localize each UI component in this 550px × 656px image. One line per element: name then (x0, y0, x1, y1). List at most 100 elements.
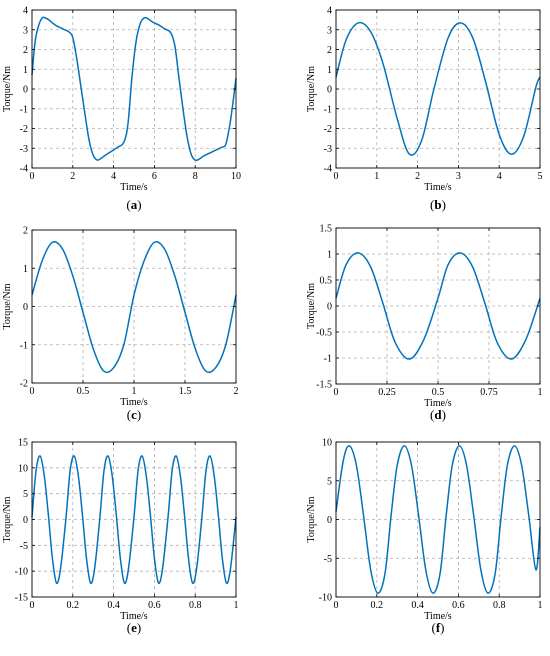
x-tick-label: 1 (374, 171, 379, 182)
x-tick-label: 0 (30, 386, 35, 397)
x-tick-label: 0.8 (493, 600, 506, 611)
x-tick-label: 0.25 (378, 387, 396, 398)
y-tick-label: 10 (322, 438, 332, 449)
x-tick-label: 5 (538, 171, 543, 182)
panel-caption: (e) (127, 620, 141, 635)
x-tick-label: 0.8 (189, 600, 202, 611)
y-tick-label: 5 (23, 489, 28, 500)
y-tick-label: 4 (23, 6, 28, 17)
x-tick-label: 0 (30, 600, 35, 611)
panel-caption: (f) (431, 620, 444, 635)
x-tick-label: 0.6 (148, 600, 161, 611)
x-tick-label: 0.6 (452, 600, 465, 611)
x-tick-label: 1 (234, 600, 239, 611)
panel-caption: (c) (127, 407, 141, 422)
y-tick-label: -3 (324, 144, 332, 155)
y-tick-label: 1 (23, 65, 28, 76)
x-tick-label: 0 (334, 600, 339, 611)
x-tick-label: 0 (30, 171, 35, 182)
y-tick-label: -2 (20, 124, 28, 135)
chart-panel-e: 0 0.2 0.4 0.6 0.8 1 -15 -10 -5 0 5 10 15 Time/s Torque… (2, 438, 239, 636)
x-tick-label: 1 (538, 600, 543, 611)
x-axis-label: Time/s (424, 611, 452, 622)
x-tick-label: 8 (193, 171, 198, 182)
series-line-d-0 (335, 252, 541, 360)
y-tick-label: -0.5 (316, 328, 332, 339)
x-axis-label: Time/s (120, 611, 148, 622)
y-tick-label: 2 (327, 45, 332, 56)
x-tick-label: 0 (334, 387, 339, 398)
x-tick-label: 10 (231, 171, 241, 182)
y-tick-label: -4 (324, 164, 332, 175)
panel-caption: (b) (430, 197, 446, 212)
x-tick-label: 2 (70, 171, 75, 182)
y-tick-label: -1 (324, 104, 332, 115)
y-tick-label: -4 (20, 164, 28, 175)
x-tick-label: 1 (538, 387, 543, 398)
y-tick-label: 2 (23, 226, 28, 237)
y-axis-label: Torque/Nm (2, 496, 13, 542)
chart-panel-a: 0 2 4 6 8 10 -4 -3 -2 -1 0 1 2 3 4 Time/s Torque/Nm (a) (2, 6, 241, 213)
chart-panel-d: 0 0.25 0.5 0.75 1 -1.5 -1 -0.5 0 0.5 1 1.5 Time/s Tor… (306, 224, 543, 423)
y-tick-label: 15 (18, 438, 28, 449)
y-tick-label: -1 (20, 340, 28, 351)
y-tick-label: -1 (324, 354, 332, 365)
chart-panel-c: 0 0.5 1 1.5 2 -2 -1 0 1 2 Time/s Torque/Nm (c) (2, 226, 239, 423)
y-axis-label: Torque/Nm (2, 283, 13, 329)
y-tick-label: -2 (20, 379, 28, 390)
y-tick-label: 3 (23, 25, 28, 36)
y-tick-label: 0.5 (320, 276, 333, 287)
chart-panel-f: 0 0.2 0.4 0.6 0.8 1 -10 -5 0 5 10 Time/s Torque/Nm (f… (306, 438, 543, 636)
y-tick-label: -1.5 (316, 380, 332, 391)
x-tick-label: 0.5 (432, 387, 445, 398)
y-tick-label: 1 (327, 65, 332, 76)
x-axis-label: Time/s (120, 182, 148, 193)
y-tick-label: 0 (327, 515, 332, 526)
y-tick-label: 3 (327, 25, 332, 36)
series-line-f-0 (335, 445, 541, 594)
y-tick-label: 0 (327, 302, 332, 313)
x-tick-label: 1 (132, 386, 137, 397)
y-tick-label: -15 (15, 593, 28, 604)
x-axis-label: Time/s (424, 182, 452, 193)
x-tick-label: 0.75 (480, 387, 498, 398)
y-tick-label: 10 (18, 463, 28, 474)
y-tick-label: -5 (20, 541, 28, 552)
y-tick-label: -2 (324, 124, 332, 135)
y-tick-label: -1 (20, 104, 28, 115)
series-line-c-0 (31, 240, 237, 374)
x-tick-label: 0.4 (411, 600, 424, 611)
x-tick-label: 2 (234, 386, 239, 397)
x-tick-label: 0.2 (371, 600, 384, 611)
series-line-a-0 (31, 16, 237, 162)
y-tick-label: 5 (327, 476, 332, 487)
x-tick-label: 3 (456, 171, 461, 182)
x-tick-label: 0.5 (77, 386, 90, 397)
y-tick-label: -10 (15, 567, 28, 578)
x-tick-label: 1.5 (179, 386, 192, 397)
y-tick-label: 0 (327, 85, 332, 96)
y-tick-label: -3 (20, 144, 28, 155)
y-tick-label: -5 (324, 554, 332, 565)
y-tick-label: 1 (327, 250, 332, 261)
x-tick-label: 4 (497, 171, 502, 182)
y-tick-label: 0 (23, 85, 28, 96)
chart-panel-b: 0 1 2 3 4 5 -4 -3 -2 -1 0 1 2 3 4 Time/s Torque/Nm (b) (306, 6, 543, 213)
y-tick-label: 0 (23, 302, 28, 313)
y-axis-label: Torque/Nm (306, 66, 317, 112)
x-axis-label: Time/s (424, 398, 452, 409)
y-axis-label: Torque/Nm (306, 496, 317, 542)
y-tick-label: 1.5 (320, 224, 333, 235)
y-axis-label: Torque/Nm (2, 66, 13, 112)
x-tick-label: 0.2 (67, 600, 80, 611)
y-tick-label: 0 (23, 515, 28, 526)
x-tick-label: 0 (334, 171, 339, 182)
x-axis-label: Time/s (120, 397, 148, 408)
y-axis-label: Torque/Nm (306, 283, 317, 329)
y-tick-label: 4 (327, 6, 332, 17)
x-tick-label: 0.4 (107, 600, 120, 611)
panel-caption: (a) (126, 197, 141, 212)
panel-caption: (d) (430, 407, 446, 422)
